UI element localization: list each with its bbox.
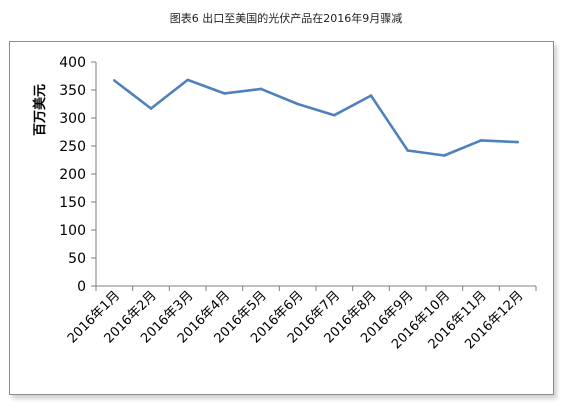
chart-title: 图表6 出口至美国的光伏产品在2016年9月骤减 [169,12,403,25]
chart-frame [9,41,554,395]
y-tick-label: 200 [59,167,86,183]
y-tick-label: 250 [59,139,86,155]
data-point [516,140,519,144]
x-ticks: 2016年1月2016年2月2016年3月2016年4月2016年5月2016年… [65,286,537,352]
y-tick-label: 150 [59,195,86,211]
series-line [113,78,518,157]
data-point [296,102,299,106]
data-point [369,94,373,97]
y-tick-label: 100 [59,223,86,239]
data-point [113,79,116,82]
y-tick-label: 50 [68,251,86,267]
data-point [406,149,409,152]
y-ticks: 0 50 100 150 200 250 300 350 400 [59,55,96,295]
data-point [149,107,153,110]
y-axis-label: 百万美元 [32,84,48,136]
y-tick-label: 300 [59,111,86,127]
data-point [223,92,226,95]
data-point [479,139,483,142]
y-tick-label: 0 [77,279,86,295]
y-tick-label: 400 [59,55,86,71]
data-point [186,78,189,82]
data-point [443,154,446,157]
series-layer [113,78,519,157]
data-point [259,87,263,91]
data-point [333,113,336,117]
y-tick-label: 350 [59,83,86,99]
